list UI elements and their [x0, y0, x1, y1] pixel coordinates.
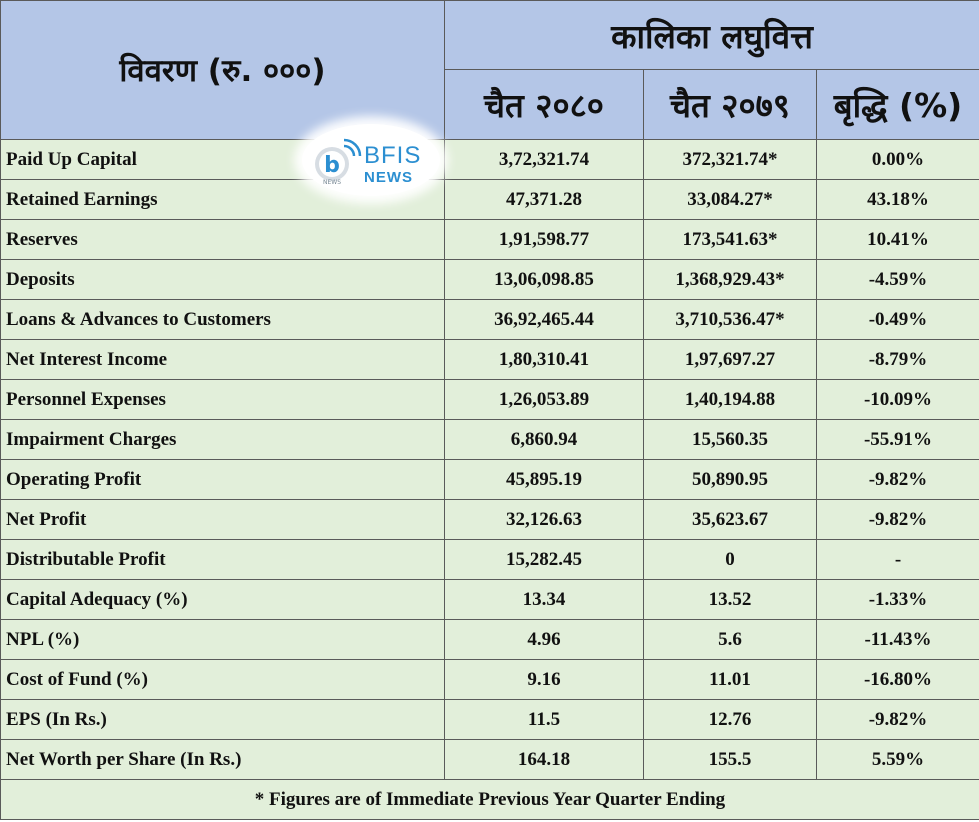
table-row: Reserves 1,91,598.77 173,541.63* 10.41% [0, 219, 979, 260]
row-label: Operating Profit [0, 459, 445, 500]
table-row: Net Worth per Share (In Rs.) 164.18 155.… [0, 739, 979, 780]
bfis-logo-mark-icon: b NEWS [315, 138, 362, 186]
svg-text:b: b [324, 153, 340, 178]
current-value: 32,126.63 [444, 499, 644, 540]
previous-value: 50,890.95 [643, 459, 817, 500]
row-label: Personnel Expenses [0, 379, 445, 420]
previous-value: 12.76 [643, 699, 817, 740]
previous-value: 1,40,194.88 [643, 379, 817, 420]
row-label: Distributable Profit [0, 539, 445, 580]
current-value: 45,895.19 [444, 459, 644, 500]
current-period-header: चैत २०८० [444, 69, 644, 140]
previous-value: 13.52 [643, 579, 817, 620]
previous-value: 372,321.74* [643, 139, 817, 180]
growth-value: -55.91% [816, 419, 979, 460]
table-row: Net Profit 32,126.63 35,623.67 -9.82% [0, 499, 979, 540]
previous-value: 15,560.35 [643, 419, 817, 460]
table-row: Deposits 13,06,098.85 1,368,929.43* -4.5… [0, 259, 979, 300]
row-label: Net Interest Income [0, 339, 445, 380]
growth-value: -8.79% [816, 339, 979, 380]
previous-value: 35,623.67 [643, 499, 817, 540]
row-label: NPL (%) [0, 619, 445, 660]
growth-header: बृद्धि (%) [816, 69, 979, 140]
current-value: 1,26,053.89 [444, 379, 644, 420]
growth-value: 5.59% [816, 739, 979, 780]
table-row: Net Interest Income 1,80,310.41 1,97,697… [0, 339, 979, 380]
previous-value: 0 [643, 539, 817, 580]
table-row: Capital Adequacy (%) 13.34 13.52 -1.33% [0, 579, 979, 620]
row-label: Cost of Fund (%) [0, 659, 445, 700]
table-row: NPL (%) 4.96 5.6 -11.43% [0, 619, 979, 660]
table-row: Operating Profit 45,895.19 50,890.95 -9.… [0, 459, 979, 500]
current-value: 3,72,321.74 [444, 139, 644, 180]
previous-value: 173,541.63* [643, 219, 817, 260]
bfis-news-logo: b NEWS BFIS NEWS [302, 124, 440, 196]
previous-value: 155.5 [643, 739, 817, 780]
table-row: Distributable Profit 15,282.45 0 - [0, 539, 979, 580]
current-value: 1,80,310.41 [444, 339, 644, 380]
table-row: Cost of Fund (%) 9.16 11.01 -16.80% [0, 659, 979, 700]
current-value: 13,06,098.85 [444, 259, 644, 300]
current-value: 15,282.45 [444, 539, 644, 580]
table-row: Personnel Expenses 1,26,053.89 1,40,194.… [0, 379, 979, 420]
previous-value: 11.01 [643, 659, 817, 700]
previous-period-header: चैत २०७९ [643, 69, 817, 140]
growth-value: 0.00% [816, 139, 979, 180]
growth-value: -0.49% [816, 299, 979, 340]
table-row: Retained Earnings 47,371.28 33,084.27* 4… [0, 179, 979, 220]
logo-text-line2: NEWS [364, 169, 413, 186]
table-row: EPS (In Rs.) 11.5 12.76 -9.82% [0, 699, 979, 740]
current-value: 9.16 [444, 659, 644, 700]
previous-value: 33,084.27* [643, 179, 817, 220]
logo-text-line1: BFIS [364, 142, 422, 169]
growth-value: -10.09% [816, 379, 979, 420]
growth-value: -16.80% [816, 659, 979, 700]
previous-value: 1,97,697.27 [643, 339, 817, 380]
row-label: Reserves [0, 219, 445, 260]
growth-value: -1.33% [816, 579, 979, 620]
previous-value: 3,710,536.47* [643, 299, 817, 340]
row-label: EPS (In Rs.) [0, 699, 445, 740]
company-header: कालिका लघुवित्त [444, 0, 979, 70]
previous-value: 1,368,929.43* [643, 259, 817, 300]
current-value: 1,91,598.77 [444, 219, 644, 260]
growth-value: -4.59% [816, 259, 979, 300]
growth-value: -9.82% [816, 699, 979, 740]
table-row: Loans & Advances to Customers 36,92,465.… [0, 299, 979, 340]
growth-value: -9.82% [816, 459, 979, 500]
current-value: 164.18 [444, 739, 644, 780]
growth-value: -9.82% [816, 499, 979, 540]
growth-value: 10.41% [816, 219, 979, 260]
current-value: 36,92,465.44 [444, 299, 644, 340]
growth-value: 43.18% [816, 179, 979, 220]
row-label: Impairment Charges [0, 419, 445, 460]
footnote: * Figures are of Immediate Previous Year… [0, 779, 979, 820]
row-label: Loans & Advances to Customers [0, 299, 445, 340]
row-label: Deposits [0, 259, 445, 300]
previous-value: 5.6 [643, 619, 817, 660]
growth-value: -11.43% [816, 619, 979, 660]
row-label: Net Worth per Share (In Rs.) [0, 739, 445, 780]
current-value: 13.34 [444, 579, 644, 620]
table-row: Impairment Charges 6,860.94 15,560.35 -5… [0, 419, 979, 460]
table-row: Paid Up Capital 3,72,321.74 372,321.74* … [0, 139, 979, 180]
growth-value: - [816, 539, 979, 580]
current-value: 11.5 [444, 699, 644, 740]
current-value: 6,860.94 [444, 419, 644, 460]
row-label: Capital Adequacy (%) [0, 579, 445, 620]
current-value: 4.96 [444, 619, 644, 660]
current-value: 47,371.28 [444, 179, 644, 220]
particulars-header: विवरण (रु. ०००) [0, 0, 445, 140]
row-label: Net Profit [0, 499, 445, 540]
svg-text:NEWS: NEWS [323, 179, 341, 186]
